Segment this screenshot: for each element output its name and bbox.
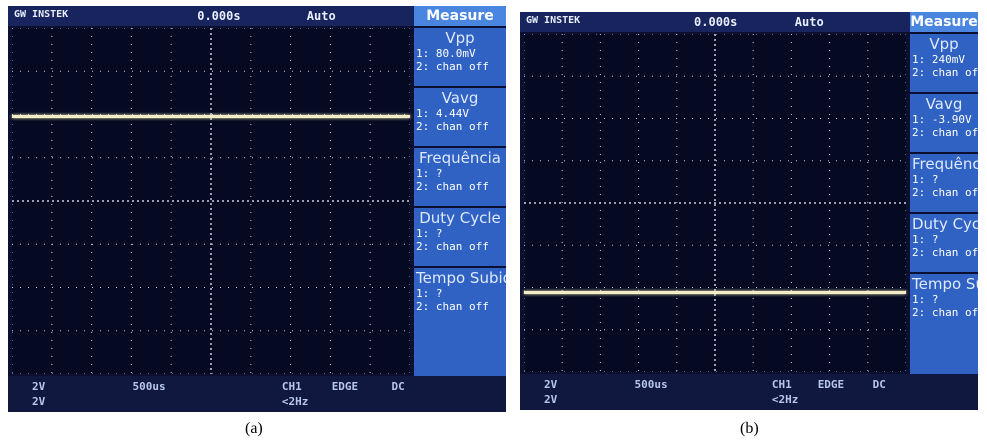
channel-2-value: 2: chan off <box>416 60 504 73</box>
measurement: Duty Cyck1: ?2: chan of <box>910 212 978 272</box>
channel-1-value: 1: 80.0mV <box>416 47 504 60</box>
ch1-scale: 2V <box>544 378 557 391</box>
channel-2-value: 2: chan of <box>912 186 976 199</box>
caption: (b) <box>740 420 759 438</box>
channel-1-value: 1: ? <box>416 287 504 300</box>
channel-2-value: 2: chan off <box>416 300 504 313</box>
measurement: Tempo Subida1: ?2: chan of <box>910 272 978 332</box>
footer-bar: 2V 2V 500us CH1 EDGE DC <2Hz <box>8 376 506 412</box>
channel-1-value: 1: ? <box>912 173 976 186</box>
channel-2-value: 2: chan off <box>416 240 504 253</box>
measurement-title: Frequência <box>416 149 504 167</box>
measurement-title: Frequênci <box>912 155 976 173</box>
channel-2-value: 2: chan of <box>912 306 976 319</box>
channel-2-value: 2: chan of <box>912 66 976 79</box>
channel-1-value: 1: ? <box>912 233 976 246</box>
coupling: DC <box>391 380 404 393</box>
trigger-mode: Auto <box>307 9 336 23</box>
measurement-title: Duty Cycle <box>416 209 504 227</box>
measurement-title: Vpp <box>416 29 504 47</box>
measurement-title: Tempo Subida <box>912 275 976 293</box>
menu-title: Measure <box>910 12 978 32</box>
time-offset: 0.000s <box>694 15 737 29</box>
trigger-source: CH1 <box>772 378 792 391</box>
caption: (a) <box>245 420 263 438</box>
coupling: DC <box>873 378 886 391</box>
measurement-title: Tempo Subida <box>416 269 504 287</box>
measurement: Tempo Subida1: ?2: chan off <box>414 266 506 326</box>
timebase: 500us <box>133 380 166 393</box>
menu-title: Measure <box>414 6 506 26</box>
time-offset: 0.000s <box>197 9 240 23</box>
waveform-grid <box>524 34 906 372</box>
measurement-title: Vavg <box>912 95 976 113</box>
ch1-scale: 2V <box>32 380 45 393</box>
channel-1-value: 1: -3.90V <box>912 113 976 126</box>
trigger-mode: Auto <box>795 15 824 29</box>
measurement-title: Duty Cyck <box>912 215 976 233</box>
channel-2-value: 2: chan off <box>416 120 504 133</box>
signal-trace <box>12 115 410 118</box>
ch2-scale: 2V <box>32 395 45 408</box>
channel-1-value: 1: ? <box>416 227 504 240</box>
brand: GW INSTEK <box>526 15 580 26</box>
footer-bar: 2V 2V 500us CH1 EDGE DC <2Hz <box>520 374 978 410</box>
channel-2-value: 2: chan of <box>912 126 976 139</box>
trigger-source: CH1 <box>282 380 302 393</box>
figure: GW INSTEK0.000sAutoMeasureVpp1: 80.0mV2:… <box>0 0 987 442</box>
graticule <box>524 34 906 372</box>
signal-trace <box>524 291 906 294</box>
channel-1-value: 1: ? <box>416 167 504 180</box>
measurement-title: Vavg <box>416 89 504 107</box>
channel-1-value: 1: 240mV <box>912 53 976 66</box>
channel-2-value: 2: chan of <box>912 246 976 259</box>
brand: GW INSTEK <box>14 9 68 20</box>
trigger-type: EDGE <box>332 380 359 393</box>
channel-1-value: 1: 4.44V <box>416 107 504 120</box>
trigger-frequency: <2Hz <box>282 395 309 408</box>
graticule <box>12 28 410 374</box>
measurement-title: Vpp <box>912 35 976 53</box>
ch2-scale: 2V <box>544 393 557 406</box>
trigger-frequency: <2Hz <box>772 393 799 406</box>
channel-1-value: 1: ? <box>912 293 976 306</box>
trigger-type: EDGE <box>818 378 845 391</box>
channel-2-value: 2: chan off <box>416 180 504 193</box>
timebase: 500us <box>635 378 668 391</box>
waveform-grid <box>12 28 410 374</box>
